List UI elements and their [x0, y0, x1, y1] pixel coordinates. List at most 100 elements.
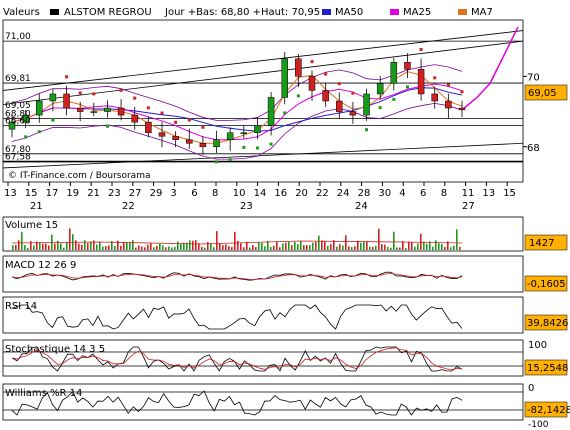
volume-bar — [210, 243, 212, 250]
sar-dot — [351, 91, 355, 95]
left-level-label: 71,00 — [5, 32, 31, 42]
volume-bar — [318, 235, 320, 250]
volume-bar — [441, 243, 443, 250]
legend-swatch-ma50 — [322, 9, 331, 15]
volume-bar — [144, 247, 146, 250]
sar-dot — [24, 135, 28, 139]
candle-body — [8, 121, 16, 130]
volume-bar — [402, 240, 404, 250]
volume-bar — [456, 229, 458, 250]
volume-bar — [309, 245, 311, 250]
volume-bar — [282, 243, 284, 250]
candle — [199, 136, 207, 155]
x-day-label: 17 — [46, 188, 59, 199]
upper-band — [11, 64, 463, 121]
candle — [131, 106, 138, 130]
volume-bar — [123, 242, 125, 250]
volume-bar — [36, 241, 38, 250]
rsi-panel: RSI 14 39,8426 — [2, 296, 568, 334]
legend-swatch-ma7 — [458, 9, 467, 15]
volume-bar — [177, 241, 179, 250]
stochastic-top-tick: 100 — [528, 340, 547, 351]
volume-bar — [267, 240, 269, 250]
stock-name[interactable]: ALSTOM REGROU — [64, 7, 152, 18]
macd-value: -0,1605 — [527, 279, 566, 290]
sar-dot — [365, 128, 369, 132]
volume-bar — [429, 241, 431, 250]
volume-bar — [24, 245, 26, 250]
volume-bar — [432, 246, 434, 250]
candle-body — [104, 107, 111, 112]
volume-bar — [312, 242, 314, 250]
macd-title: MACD 12 26 9 — [5, 260, 76, 271]
x-day-label: 29 — [150, 188, 163, 199]
volume-bar — [228, 246, 230, 250]
x-day-label: 15 — [25, 188, 38, 199]
sar-dot — [269, 142, 273, 146]
candle-body — [404, 62, 411, 70]
price-lines — [2, 26, 524, 169]
valeurs-label[interactable]: Valeurs — [3, 7, 40, 18]
candle — [308, 70, 316, 101]
sar-dot — [215, 160, 219, 164]
stochastic-panel: Stochastique 14 3 5 100 15,2548 — [2, 339, 568, 377]
x-period-label: 27 — [462, 201, 475, 212]
volume-bar — [390, 247, 392, 250]
volume-bar — [39, 242, 41, 250]
candle — [90, 102, 98, 117]
sar-dot — [92, 92, 96, 96]
volume-bar — [90, 241, 92, 250]
candle — [213, 130, 220, 153]
volume-bar — [414, 246, 416, 250]
volume-bar — [324, 240, 326, 250]
price-grid — [3, 40, 523, 163]
left-level-label: 69,81 — [5, 74, 31, 84]
x-day-label: 4 — [399, 188, 405, 199]
volume-average-line — [11, 240, 463, 245]
candle — [254, 117, 261, 140]
volume-bar — [186, 242, 188, 250]
volume-bar — [363, 241, 365, 250]
candle-body — [363, 93, 370, 116]
volume-bar — [300, 241, 302, 250]
sar-dot — [160, 111, 164, 115]
chart-header: Valeurs ALSTOM REGROU Jour +Bas: 68,80 +… — [3, 7, 493, 18]
volume-bar — [171, 247, 173, 250]
volume-panel: Volume 15 1427 — [2, 216, 568, 252]
volume-bar — [138, 245, 140, 250]
volume-bar — [240, 243, 242, 250]
volume-bar — [351, 247, 353, 250]
williams-bottom-tick: -100 — [528, 420, 549, 430]
sar-dot — [37, 130, 41, 134]
volume-bar — [87, 242, 89, 250]
candle-body — [417, 69, 425, 95]
sar-dot — [228, 158, 232, 162]
volume-bar — [69, 228, 71, 250]
volume-bar — [417, 243, 419, 250]
volume-bar — [141, 246, 143, 250]
volume-bar — [198, 243, 200, 250]
candle — [363, 88, 370, 121]
volume-bar — [213, 247, 215, 250]
candle — [158, 121, 166, 148]
volume-bar — [276, 241, 278, 250]
trend-line — [2, 142, 524, 169]
volume-bar — [264, 246, 266, 250]
volume-bar — [168, 246, 170, 250]
x-day-label: 30 — [378, 188, 391, 199]
volume-bar — [12, 245, 14, 250]
right-tick-label: 70 — [527, 72, 540, 83]
volume-bar — [93, 240, 95, 250]
legend-label-ma7: MA7 — [471, 7, 493, 18]
x-day-label: 24 — [337, 188, 350, 199]
volume-bar — [270, 247, 272, 250]
williams-top-tick: 0 — [528, 383, 534, 394]
x-day-label: 10 — [233, 188, 246, 199]
volume-bar — [261, 242, 263, 250]
volume-bar — [159, 243, 161, 250]
candle-body — [186, 139, 193, 144]
volume-bar — [369, 246, 371, 250]
candle-body — [240, 132, 248, 134]
candle — [186, 128, 193, 149]
candle-body — [431, 93, 438, 102]
